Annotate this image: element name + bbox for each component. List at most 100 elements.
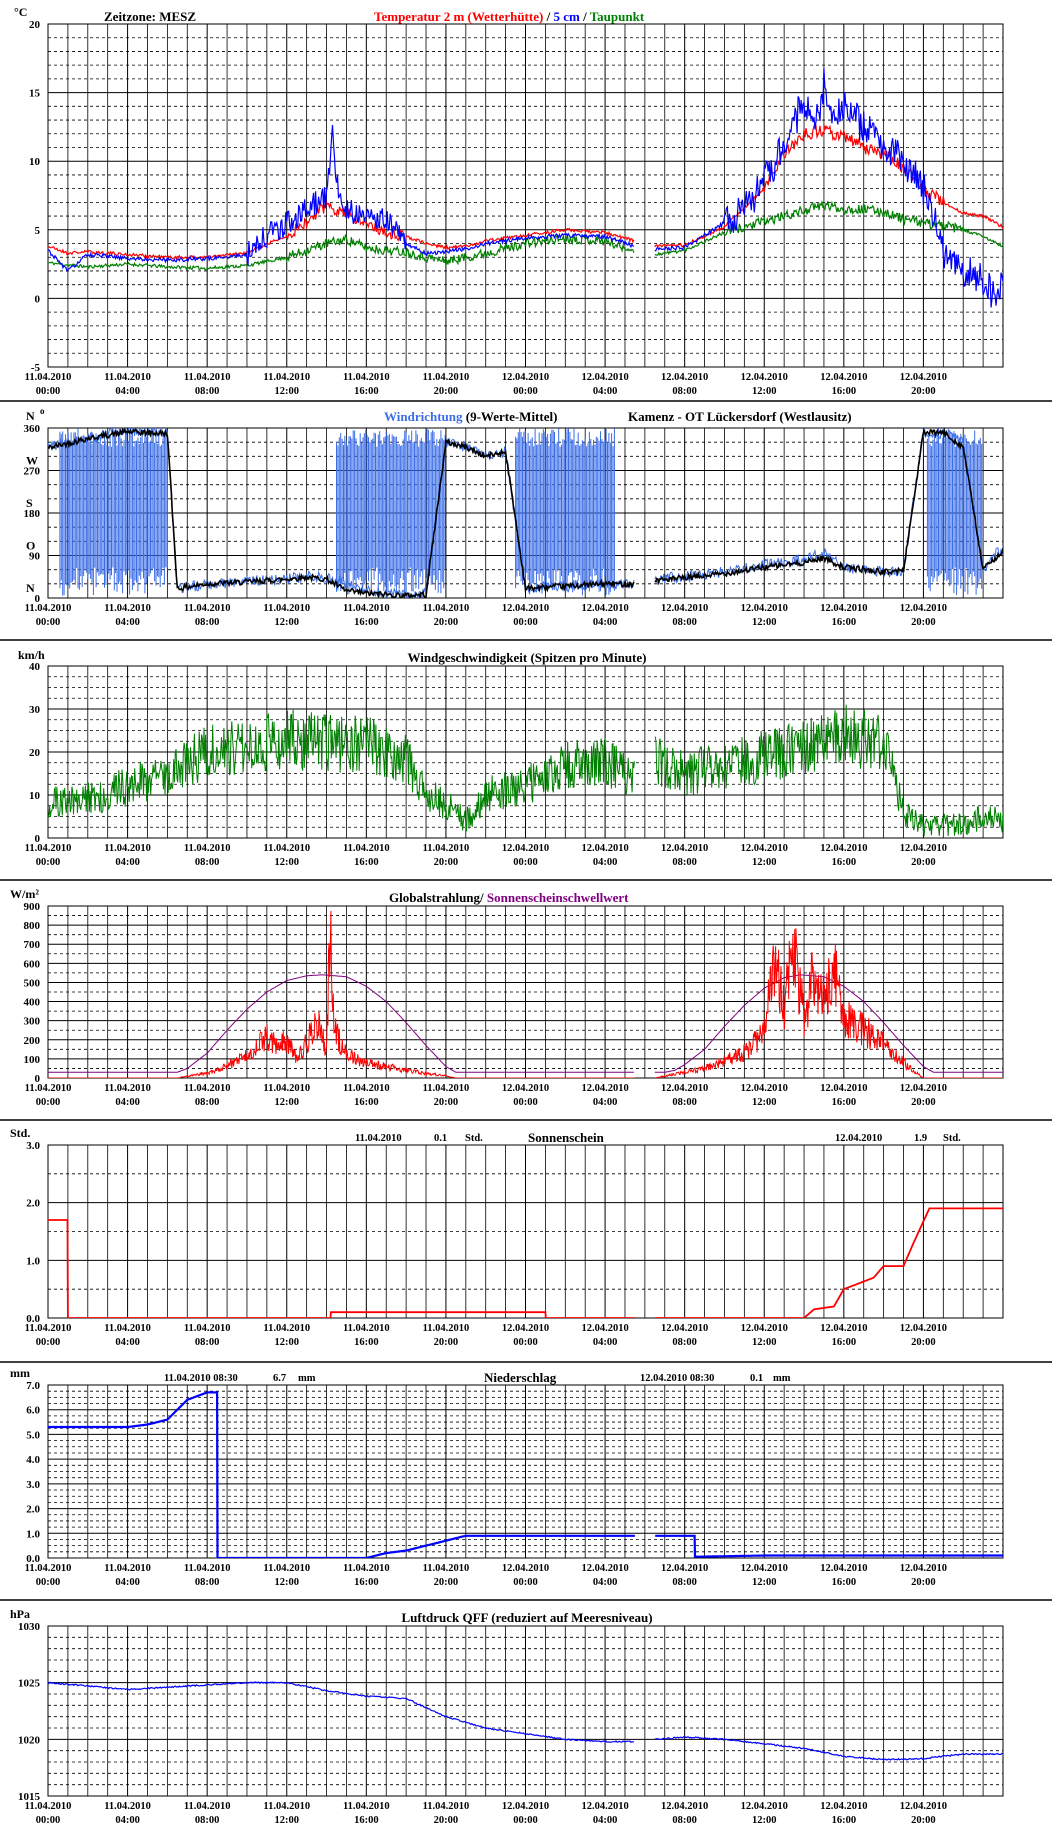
x-tick-date: 12.04.2010 <box>741 1801 788 1812</box>
x-tick-date: 11.04.2010 <box>184 1801 231 1812</box>
x-tick-date: 11.04.2010 <box>184 1083 231 1094</box>
chart-title: Luftdruck QFF (reduziert auf Meeresnivea… <box>401 1610 652 1625</box>
day2-date: 12.04.2010 08:30 <box>640 1373 714 1384</box>
y-tick-label: 100 <box>24 1054 41 1066</box>
x-tick-date: 11.04.2010 <box>423 372 470 383</box>
title-part: Windrichtung <box>384 409 463 424</box>
x-tick-time: 00:00 <box>513 1577 538 1588</box>
y-tick-label: 200 <box>24 1035 41 1047</box>
location-label: Kamenz - OT Lückersdorf (Westlausitz) <box>628 409 852 424</box>
x-tick-date: 12.04.2010 <box>820 603 867 614</box>
x-tick-time: 08:00 <box>672 1337 697 1348</box>
day2-value: 0.1 <box>750 1373 763 1384</box>
y-tick-label: 2.0 <box>26 1198 40 1210</box>
x-tick-date: 11.04.2010 <box>423 603 470 614</box>
x-tick-time: 12:00 <box>275 386 300 397</box>
x-tick-time: 00:00 <box>513 617 538 628</box>
series-taupunkt <box>48 199 1003 271</box>
title-part: Globalstrahlung/ <box>389 890 484 905</box>
x-tick-time: 08:00 <box>195 617 220 628</box>
series-5cm <box>48 68 1003 308</box>
y-tick-label: 0.0 <box>26 1313 40 1325</box>
chart-title: Windgeschwindigkeit (Spitzen pro Minute) <box>408 650 647 665</box>
x-tick-date: 11.04.2010 <box>263 1083 310 1094</box>
x-tick-date: 12.04.2010 <box>502 1563 549 1574</box>
radiation-y-ticks: 900 800 700 600 500 400 300 200 100 0 <box>24 901 41 1085</box>
chart-title: Niederschlag <box>484 1370 557 1385</box>
x-tick-time: 04:00 <box>115 1577 140 1588</box>
sunshine-y-ticks: 3.0 2.0 1.0 0.0 <box>26 1140 40 1325</box>
x-tick-time: 20:00 <box>911 1337 936 1348</box>
x-tick-date: 12.04.2010 <box>820 1801 867 1812</box>
wind-dir-panel: 36027018090011.04.201000:0011.04.201004:… <box>24 406 1004 628</box>
y-unit-label: km/h <box>18 648 45 662</box>
x-tick-date: 12.04.2010 <box>502 1323 549 1334</box>
x-tick-time: 04:00 <box>593 1097 618 1108</box>
y-tick-label: 40 <box>29 661 41 673</box>
x-tick-time: 12:00 <box>752 1815 777 1826</box>
x-tick-time: 16:00 <box>354 386 379 397</box>
x-tick-date: 11.04.2010 <box>25 603 72 614</box>
pressure-x-ticks: 11.04.2010 00:00 11.04.2010 04:00 11.04.2010… <box>25 1801 947 1826</box>
y-tick-label: 3.0 <box>26 1140 40 1152</box>
series-niederschlag <box>48 1391 1003 1558</box>
chart-title: Windrichtung (9-Werte-Mittel) <box>384 409 557 424</box>
x-tick-time: 00:00 <box>36 857 61 868</box>
x-tick-date: 12.04.2010 <box>502 1083 549 1094</box>
day2-unit: Std. <box>943 1133 961 1144</box>
x-tick-date: 11.04.2010 <box>25 1323 72 1334</box>
series-sonnenschein <box>48 1207 1003 1318</box>
x-tick-time: 12:00 <box>275 857 300 868</box>
x-tick-time: 08:00 <box>195 386 220 397</box>
y-tick-label: 1020 <box>18 1734 41 1746</box>
y-tick-label: 0 <box>35 833 41 845</box>
x-tick-date: 12.04.2010 <box>581 603 628 614</box>
direction-oscillation <box>59 428 168 596</box>
y-tick-label: 0 <box>35 293 41 305</box>
x-tick-time: 16:00 <box>354 617 379 628</box>
x-tick-date: 11.04.2010 <box>25 843 72 854</box>
y-tick-label: 1030 <box>18 1621 41 1633</box>
precip-panel: 7.06.05.04.03.02.01.00.011.04.201000:001… <box>10 1366 1004 1588</box>
y-tick-label: 500 <box>24 977 41 989</box>
day1-date: 11.04.2010 08:30 <box>164 1373 238 1384</box>
radiation-panel: 900800700600500400300200100011.04.201000… <box>10 887 1004 1108</box>
y-tick-label: 700 <box>24 939 41 951</box>
x-tick-time: 16:00 <box>832 1577 857 1588</box>
x-tick-date: 12.04.2010 <box>820 372 867 383</box>
day2-date: 12.04.2010 <box>835 1133 882 1144</box>
x-tick-date: 12.04.2010 <box>820 843 867 854</box>
x-tick-date: 12.04.2010 <box>661 1083 708 1094</box>
direction-oscillation <box>515 428 615 596</box>
x-tick-time: 00:00 <box>36 1097 61 1108</box>
x-tick-date: 12.04.2010 <box>581 843 628 854</box>
y-tick-label: 5 <box>35 225 41 237</box>
x-tick-time: 08:00 <box>672 857 697 868</box>
x-tick-date: 12.04.2010 <box>900 1323 947 1334</box>
x-tick-date: 11.04.2010 <box>423 1083 470 1094</box>
x-tick-date: 11.04.2010 <box>104 843 151 854</box>
x-tick-date: 12.04.2010 <box>820 1083 867 1094</box>
x-tick-time: 20:00 <box>434 1815 459 1826</box>
x-tick-time: 12:00 <box>752 857 777 868</box>
x-tick-time: 04:00 <box>593 1337 618 1348</box>
x-tick-time: 16:00 <box>832 857 857 868</box>
pressure-vgrid <box>47 1626 1004 1796</box>
x-tick-date: 12.04.2010 <box>741 1563 788 1574</box>
x-tick-time: 12:00 <box>752 1337 777 1348</box>
x-tick-time: 20:00 <box>911 386 936 397</box>
x-tick-time: 08:00 <box>672 1577 697 1588</box>
title-part: / <box>580 9 590 24</box>
y-tick-label: 360 <box>24 423 41 435</box>
y-tick-label: 10 <box>29 156 41 168</box>
x-tick-date: 11.04.2010 <box>343 1563 390 1574</box>
x-tick-date: 11.04.2010 <box>263 1801 310 1812</box>
y-tick-label: 5.0 <box>26 1429 40 1441</box>
x-tick-time: 20:00 <box>911 617 936 628</box>
x-tick-time: 04:00 <box>115 1097 140 1108</box>
x-tick-date: 12.04.2010 <box>661 843 708 854</box>
x-tick-time: 12:00 <box>275 1815 300 1826</box>
x-tick-time: 00:00 <box>36 386 61 397</box>
x-tick-time: 00:00 <box>36 1577 61 1588</box>
x-tick-time: 16:00 <box>832 617 857 628</box>
